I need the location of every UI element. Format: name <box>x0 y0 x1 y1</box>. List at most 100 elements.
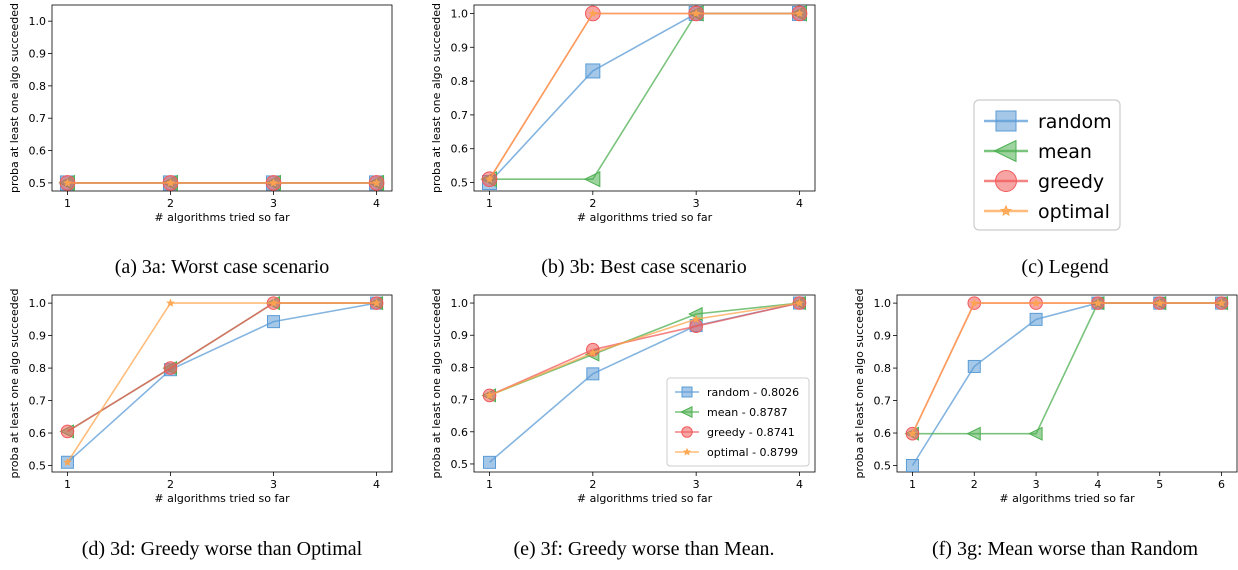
data-point-optimal <box>1217 298 1226 307</box>
chart-legend: random - 0.8026 mean - 0.8787 greedy - 0.8… <box>666 377 810 467</box>
data-point-optimal <box>166 298 175 307</box>
data-point-optimal <box>372 298 381 307</box>
y-tick-label: 0.7 <box>29 112 47 125</box>
y-tick-label: 0.7 <box>451 109 469 122</box>
x-tick-label: 3 <box>1033 478 1040 491</box>
panel-caption: (b) 3b: Best case scenario <box>541 256 746 278</box>
series-line-mean <box>67 302 377 433</box>
y-tick-label: 1.0 <box>29 297 47 310</box>
series-line-greedy <box>489 302 800 397</box>
series-line-optimal <box>66 302 377 463</box>
x-tick-label: 1 <box>486 197 493 210</box>
y-axis-label: proba at least one algo succeeded <box>430 3 443 193</box>
series-mean <box>480 5 807 188</box>
chart-panel-1: 0.5 0.6 0.7 0.8 0.9 1.0 1 2 3 4 # algorithms tried… <box>8 3 393 278</box>
x-tick-label: 4 <box>1094 478 1101 491</box>
y-tick-label: 0.8 <box>451 75 469 88</box>
data-point-optimal <box>588 348 598 357</box>
series-line-optimal <box>911 302 1222 435</box>
x-tick-label: 4 <box>373 197 380 210</box>
x-tick-label: 3 <box>270 197 277 210</box>
legend-label-random: random <box>1038 111 1112 133</box>
data-point-optimal <box>372 178 381 187</box>
series-line-random <box>66 302 377 463</box>
x-tick-label: 4 <box>796 478 803 491</box>
x-axis-label: # algorithms tried so far <box>154 492 290 505</box>
data-point-optimal <box>908 429 917 438</box>
series-line-optimal <box>489 302 800 397</box>
data-point-greedy <box>163 361 178 375</box>
y-tick-label: 1.0 <box>451 297 469 310</box>
series-greedy <box>60 296 384 439</box>
data-point-optimal <box>485 390 494 400</box>
chart-panel-3: 0.5 0.6 0.7 0.8 0.9 1.0 1 2 3 4 # algorithms tried… <box>8 289 393 560</box>
y-tick-label: 0.6 <box>29 427 47 440</box>
series-line-random <box>488 12 800 184</box>
y-tick-label: 0.5 <box>29 177 47 190</box>
data-point-random <box>967 359 981 373</box>
y-tick-label: 1.0 <box>29 15 47 28</box>
data-point-mean <box>583 171 601 188</box>
series-line-greedy <box>67 302 377 433</box>
legend-panel-caption: (c) Legend <box>1021 256 1108 278</box>
y-tick-label: 0.5 <box>874 460 892 473</box>
y-tick-label: 0.9 <box>451 41 469 54</box>
legend-label-random: random - 0.8026 <box>707 386 799 399</box>
data-point-optimal <box>1093 298 1103 307</box>
x-axis-label: # algorithms tried so far <box>577 492 713 505</box>
legend-label-optimal: optimal <box>1038 201 1110 223</box>
x-tick-label: 1 <box>909 478 916 491</box>
y-tick-label: 0.8 <box>874 362 892 375</box>
data-point-optimal <box>269 298 278 307</box>
plot-frame <box>473 294 816 473</box>
data-point-optimal <box>1031 298 1041 307</box>
data-point-optimal <box>795 8 804 18</box>
legend-label-mean: mean <box>1038 141 1092 163</box>
data-point-optimal <box>969 298 979 307</box>
y-tick-label: 0.7 <box>874 395 892 408</box>
x-tick-label: 3 <box>693 478 700 491</box>
plot-frame <box>473 4 816 192</box>
panel-caption: (e) 3f: Greedy worse than Mean. <box>513 538 774 560</box>
y-axis-label: proba at least one algo succeeded <box>430 289 443 479</box>
data-point-random <box>267 315 281 329</box>
y-tick-label: 0.9 <box>29 48 47 61</box>
y-tick-label: 0.8 <box>29 362 47 375</box>
series-line-mean <box>912 302 1222 435</box>
data-point-greedy <box>689 319 703 334</box>
y-tick-label: 1.0 <box>874 297 892 310</box>
y-axis-label: proba at least one algo succeeded <box>853 289 866 479</box>
y-tick-label: 0.5 <box>29 460 47 473</box>
x-tick-label: 3 <box>693 197 700 210</box>
x-tick-label: 4 <box>373 478 380 491</box>
legend-marker-optimal <box>682 447 692 456</box>
legend-label-mean: mean - 0.8787 <box>707 406 788 419</box>
data-point-random <box>905 459 919 473</box>
data-point-optimal <box>691 9 701 18</box>
y-tick-label: 0.9 <box>451 329 469 342</box>
data-point-optimal <box>485 174 494 183</box>
data-point-optimal <box>166 178 175 187</box>
x-tick-label: 2 <box>589 478 596 491</box>
data-point-optimal <box>1155 298 1165 307</box>
chart-panel-4: 0.5 0.6 0.7 0.8 0.9 1.0 1 2 3 4 # algorithms tried… <box>430 289 816 560</box>
legend-label-optimal: optimal - 0.8799 <box>707 446 798 459</box>
x-tick-label: 1 <box>486 478 493 491</box>
legend-marker-mean <box>680 405 693 419</box>
legend-marker-optimal <box>999 204 1013 217</box>
y-axis-label: proba at least one algo succeeded <box>8 289 21 479</box>
x-tick-label: 2 <box>167 197 174 210</box>
y-tick-label: 0.6 <box>29 145 47 158</box>
panel-caption: (d) 3d: Greedy worse than Optimal <box>82 538 363 560</box>
chart-panel-5: 0.5 0.6 0.7 0.8 0.9 1.0 1 2 3 4 5 6 # algorithms tri… <box>853 289 1238 560</box>
x-tick-label: 2 <box>589 197 596 210</box>
series-mean <box>59 296 384 439</box>
data-point-optimal <box>588 9 598 18</box>
y-tick-label: 0.8 <box>451 361 469 374</box>
legend-box <box>666 377 810 467</box>
series-optimal <box>485 298 804 400</box>
data-point-random <box>585 63 601 79</box>
series-random <box>60 296 384 469</box>
x-tick-label: 4 <box>796 197 803 210</box>
